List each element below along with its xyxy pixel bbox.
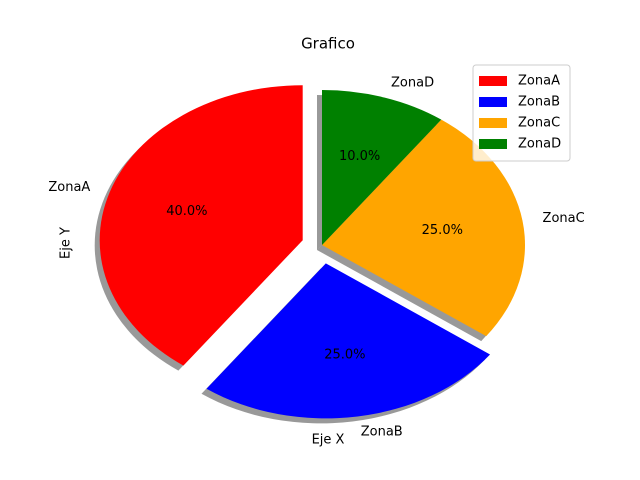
- legend-label: ZonaB: [518, 95, 560, 110]
- legend-swatch: [479, 97, 507, 107]
- legend-label: ZonaA: [518, 74, 560, 89]
- wedge-label: ZonaB: [361, 424, 403, 439]
- value-label: 40.0%: [166, 204, 207, 219]
- wedge: [206, 263, 491, 419]
- wedge: [99, 85, 303, 366]
- wedge-label: ZonaA: [48, 180, 90, 195]
- legend-swatch: [479, 76, 507, 86]
- value-label: 25.0%: [422, 223, 463, 238]
- y-axis-label: Eje Y: [59, 227, 74, 259]
- legend-swatch: [479, 139, 507, 149]
- legend: ZonaA ZonaB ZonaC ZonaD: [472, 64, 571, 162]
- legend-swatch: [479, 118, 507, 128]
- wedges: [99, 85, 525, 419]
- x-axis-label: Eje X: [312, 433, 345, 448]
- wedge: [322, 90, 442, 245]
- wedge-label: ZonaD: [391, 75, 434, 90]
- legend-label: ZonaC: [518, 116, 560, 131]
- value-label: 25.0%: [324, 348, 365, 363]
- value-label: 10.0%: [339, 149, 380, 164]
- legend-box: [472, 64, 571, 162]
- chart-title: Grafico: [301, 35, 355, 53]
- wedge: [322, 119, 525, 337]
- wedge-label: ZonaC: [543, 211, 585, 226]
- legend-label: ZonaD: [518, 137, 561, 152]
